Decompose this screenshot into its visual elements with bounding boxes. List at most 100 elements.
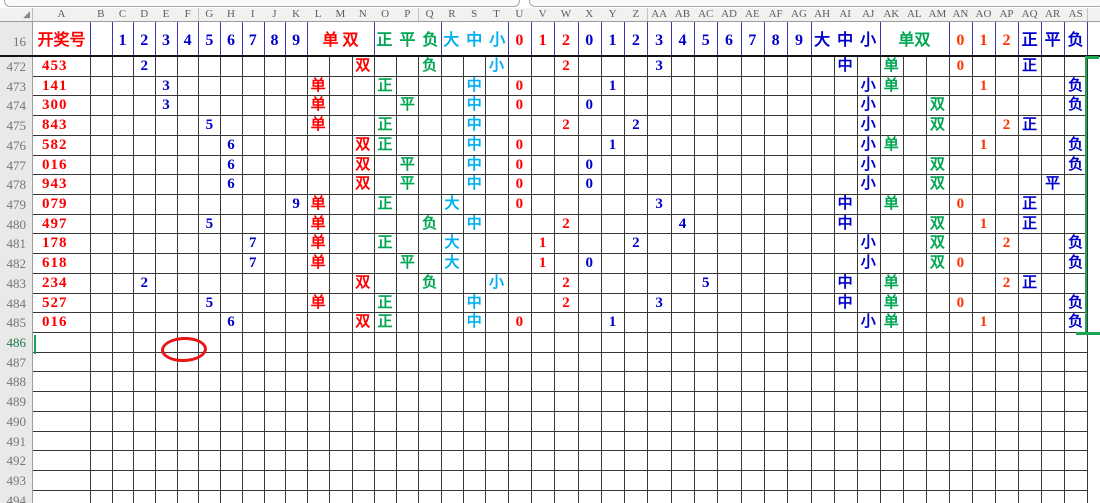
cell[interactable] (902, 431, 927, 452)
cell[interactable] (764, 76, 789, 97)
cell[interactable] (1064, 116, 1089, 136)
cell[interactable] (373, 392, 398, 412)
cell[interactable] (90, 313, 113, 333)
cell[interactable] (133, 490, 157, 503)
cell[interactable] (198, 254, 222, 274)
header-cell-AB[interactable]: 4 (671, 22, 696, 55)
column-header-AQ[interactable]: AQ (1018, 8, 1043, 21)
cell[interactable] (740, 234, 765, 255)
cell[interactable] (220, 254, 243, 274)
cell[interactable] (925, 470, 950, 491)
column-header-AI[interactable]: AI (833, 8, 858, 21)
cell[interactable] (810, 431, 835, 452)
cell[interactable] (624, 332, 649, 353)
cell[interactable] (925, 451, 950, 471)
cell[interactable] (554, 490, 579, 503)
cell[interactable] (577, 76, 602, 97)
cell[interactable] (879, 254, 904, 274)
cell[interactable]: 2 (995, 234, 1020, 255)
cell[interactable] (600, 293, 626, 314)
cell[interactable] (241, 194, 265, 215)
cell[interactable]: 负 (1064, 76, 1089, 97)
cell[interactable] (833, 96, 858, 117)
cell[interactable] (925, 293, 950, 314)
cell[interactable]: 小 (856, 175, 881, 195)
cell[interactable] (740, 352, 765, 373)
cell[interactable] (531, 352, 556, 373)
cell[interactable]: 单 (307, 254, 331, 274)
cell[interactable] (717, 273, 742, 294)
cell[interactable] (351, 411, 375, 432)
column-header-G[interactable]: G (198, 8, 222, 21)
cell[interactable] (600, 411, 626, 432)
cell[interactable] (373, 254, 398, 274)
cell[interactable] (307, 490, 331, 503)
cell[interactable]: 单 (879, 194, 904, 215)
cell[interactable]: 中 (463, 135, 487, 156)
cell[interactable] (507, 392, 532, 412)
cell[interactable] (833, 175, 858, 195)
cell[interactable] (373, 470, 398, 491)
cell[interactable] (176, 175, 200, 195)
cell[interactable]: 2 (133, 57, 157, 77)
column-header-P[interactable]: P (396, 8, 420, 21)
cell[interactable] (948, 411, 973, 432)
cell[interactable] (764, 155, 789, 176)
cell[interactable] (1018, 234, 1043, 255)
cell[interactable] (554, 392, 579, 412)
cell[interactable] (440, 175, 465, 195)
cell[interactable] (351, 332, 375, 353)
cell[interactable] (373, 352, 398, 373)
cell[interactable] (577, 234, 602, 255)
column-header-AO[interactable]: AO (971, 8, 996, 21)
cell[interactable] (351, 254, 375, 274)
cell[interactable] (624, 490, 649, 503)
cell[interactable] (971, 372, 996, 393)
cell[interactable] (1041, 293, 1066, 314)
cell[interactable] (485, 392, 509, 412)
cell[interactable] (925, 352, 950, 373)
header-cell-J[interactable]: 8 (264, 22, 287, 55)
cell[interactable] (764, 135, 789, 156)
cell[interactable] (485, 194, 509, 215)
cell[interactable] (90, 431, 113, 452)
cell[interactable] (810, 470, 835, 491)
cell[interactable] (624, 76, 649, 97)
cell[interactable] (531, 175, 556, 195)
cell[interactable] (925, 194, 950, 215)
cell[interactable] (995, 372, 1020, 393)
column-header-C[interactable]: C (111, 8, 135, 21)
cell[interactable] (577, 392, 602, 412)
cell[interactable] (902, 352, 927, 373)
cell[interactable] (90, 96, 113, 117)
cell[interactable] (717, 194, 742, 215)
cell[interactable] (833, 155, 858, 176)
cell[interactable] (351, 234, 375, 255)
row-header-480[interactable]: 480 (0, 214, 33, 235)
column-header-N[interactable]: N (351, 8, 375, 21)
cell[interactable] (263, 214, 287, 235)
cell[interactable] (440, 273, 465, 294)
cell[interactable] (329, 332, 353, 353)
cell[interactable] (833, 234, 858, 255)
cell[interactable]: 5 (694, 273, 719, 294)
cell[interactable] (1041, 234, 1066, 255)
cell[interactable] (948, 214, 973, 235)
column-header-Y[interactable]: Y (600, 8, 626, 21)
cell[interactable] (329, 372, 353, 393)
cell[interactable] (810, 135, 835, 156)
cell[interactable]: 中 (463, 313, 487, 333)
cell[interactable]: 9 (285, 194, 308, 215)
cell[interactable] (485, 431, 509, 452)
cell[interactable] (1041, 194, 1066, 215)
cell[interactable] (111, 431, 135, 452)
cell[interactable] (995, 431, 1020, 452)
header-cell-AC[interactable]: 5 (694, 22, 719, 55)
cell[interactable] (111, 411, 135, 432)
cell[interactable] (155, 470, 178, 491)
cell[interactable] (764, 273, 789, 294)
cell[interactable] (902, 411, 927, 432)
cell[interactable] (740, 76, 765, 97)
cell[interactable] (740, 194, 765, 215)
draw-number-cell[interactable]: 497 (33, 214, 91, 235)
